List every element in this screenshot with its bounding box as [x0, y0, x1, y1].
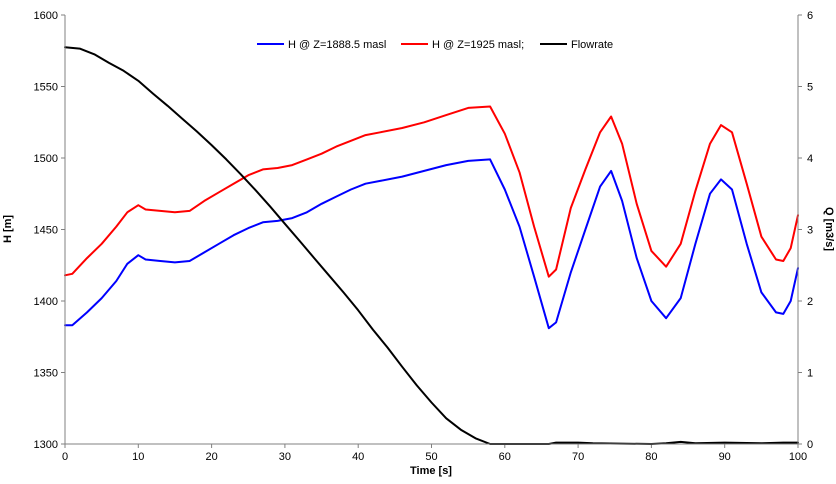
- y2-tick-label: 2: [807, 296, 813, 308]
- legend: H @ Z=1888.5 masl H @ Z=1925 masl; Flowr…: [257, 39, 613, 51]
- x-tick-label: 30: [279, 451, 291, 463]
- series-line-h-1888: [64, 158, 799, 330]
- x-tick-label: 0: [62, 451, 68, 463]
- series-line-h-1925: [64, 105, 799, 278]
- y2-tick-label: 4: [807, 153, 813, 165]
- tick-layer: 0 10 20 30 40 50 60 70 80 90 100130013501400145015…: [34, 10, 814, 463]
- y-tick-label: 1450: [34, 225, 58, 237]
- x-tick-label: 100: [789, 451, 807, 463]
- y-tick-label: 1500: [34, 153, 58, 165]
- y-tick-label: 1350: [34, 368, 58, 380]
- x-tick-label: 80: [645, 451, 657, 463]
- x-tick-label: 70: [572, 451, 584, 463]
- x-axis-title: Time [s]: [410, 465, 452, 477]
- x-tick-label: 40: [352, 451, 364, 463]
- x-tick-label: 10: [132, 451, 144, 463]
- y2-tick-label: 5: [807, 82, 813, 94]
- y2-tick-label: 6: [807, 10, 813, 22]
- legend-label-flowrate: Flowrate: [571, 39, 613, 51]
- x-tick-label: 50: [425, 451, 437, 463]
- plot-area: [65, 15, 798, 444]
- y-tick-label: 1600: [34, 10, 58, 22]
- y-axis-title: H [m]: [2, 215, 14, 243]
- y-tick-label: 1400: [34, 296, 58, 308]
- y2-tick-label: 0: [807, 439, 813, 451]
- y-tick-label: 1300: [34, 439, 58, 451]
- y2-tick-label: 1: [807, 368, 813, 380]
- y2-axis-title: Q [m3/s]: [823, 207, 835, 251]
- x-tick-label: 90: [719, 451, 731, 463]
- y2-tick-label: 3: [807, 225, 813, 237]
- series-layer: [64, 46, 799, 445]
- y-tick-label: 1550: [34, 82, 58, 94]
- legend-label-h-1888: H @ Z=1888.5 masl: [288, 39, 386, 51]
- series-line-flowrate: [64, 46, 799, 445]
- x-tick-label: 60: [499, 451, 511, 463]
- legend-label-h-1925: H @ Z=1925 masl;: [432, 39, 524, 51]
- x-tick-label: 20: [205, 451, 217, 463]
